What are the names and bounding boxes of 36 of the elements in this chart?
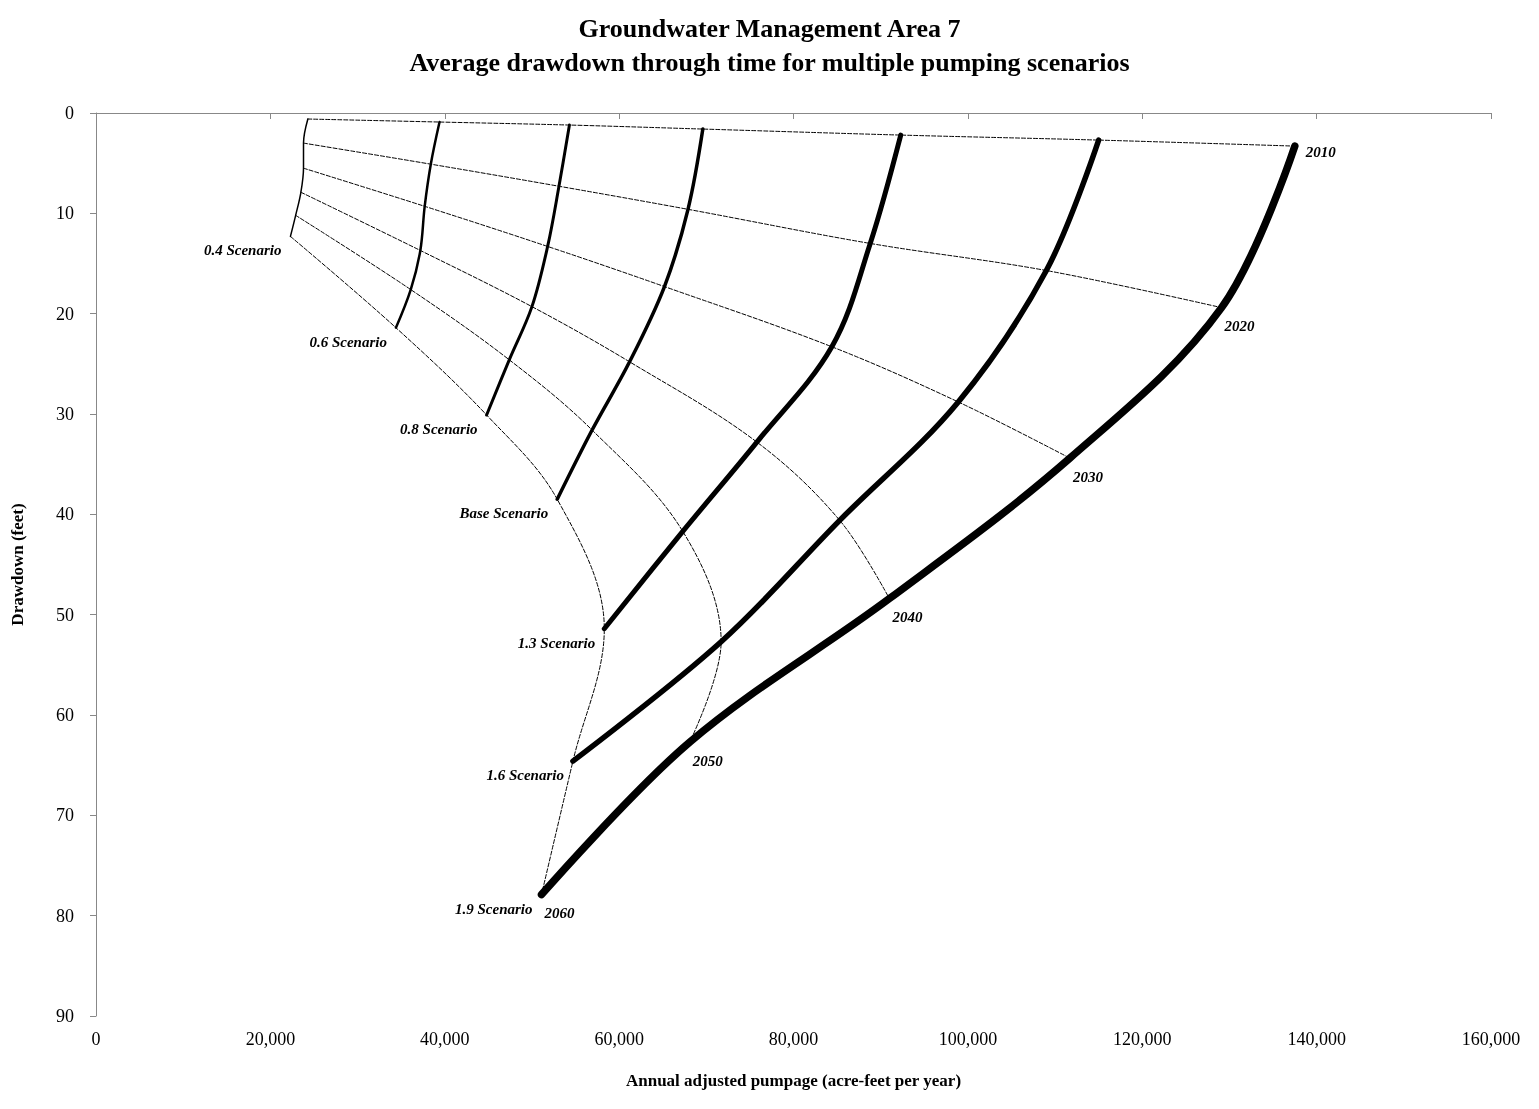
x-tick-label: 20,000 — [245, 1029, 296, 1049]
x-tick-label: 80,000 — [768, 1029, 819, 1049]
series-label: Base Scenario — [458, 505, 549, 522]
chart-title: Groundwater Management Area 7 — [578, 13, 961, 43]
x-tick-label: 100,000 — [938, 1029, 998, 1049]
x-tick-label: 140,000 — [1287, 1029, 1346, 1049]
series-label: 0.8 Scenario — [400, 421, 478, 437]
y-tick-label: 10 — [56, 203, 74, 224]
series-label: 1.3 Scenario — [517, 634, 596, 651]
chart-subtitle: Average drawdown through time for multiple pumping scenarios — [409, 47, 1130, 77]
x-tick-label: 40,000 — [420, 1029, 470, 1049]
series-label: 2010 — [1304, 144, 1337, 161]
y-tick-label: 0 — [65, 103, 74, 123]
y-tick-label: 50 — [56, 604, 74, 625]
series-label: 2060 — [543, 905, 576, 922]
y-tick-label: 60 — [56, 705, 74, 725]
y-tick-label: 70 — [56, 805, 74, 826]
series-label: 2050 — [691, 752, 724, 769]
y-tick-label: 30 — [56, 404, 74, 424]
y-tick-label: 40 — [56, 504, 74, 525]
y-tick-label: 90 — [56, 1006, 74, 1026]
series-label: 0.6 Scenario — [309, 333, 387, 350]
y-axis-title: Drawdown (feet) — [8, 503, 27, 626]
series-label: 2020 — [1223, 318, 1256, 335]
x-tick-label: 0 — [91, 1029, 101, 1049]
x-tick-label: 120,000 — [1113, 1029, 1172, 1049]
series-label: 2030 — [1071, 468, 1104, 485]
x-tick-label: 160,000 — [1461, 1029, 1521, 1049]
y-tick-label: 80 — [56, 905, 74, 926]
series-label: 0.4 Scenario — [203, 242, 282, 259]
y-tick-label: 20 — [56, 303, 74, 324]
x-axis-title: Annual adjusted pumpage (acre-feet per year) — [625, 1071, 962, 1090]
series-label: 1.9 Scenario — [455, 900, 533, 917]
series-label: 2040 — [891, 609, 923, 626]
series-label: 1.6 Scenario — [486, 767, 564, 784]
x-tick-label: 60,000 — [594, 1029, 644, 1049]
